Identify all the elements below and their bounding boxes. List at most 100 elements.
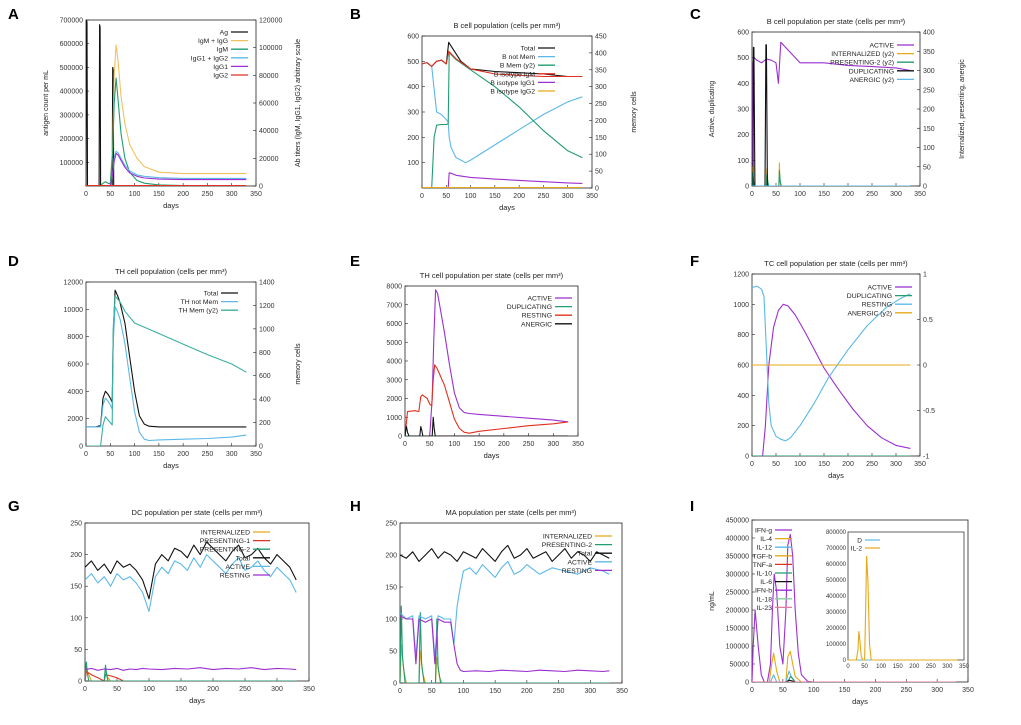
y2-tick-label: 50 [923,164,931,171]
legend-label: IL-12 [757,545,773,552]
x-tick-label: 350 [572,441,584,448]
y2-tick-label: 450 [595,34,607,41]
y2-tick-label: 120000 [259,18,282,25]
inset-x-tick-label: 0 [846,664,850,670]
series-group [405,289,569,436]
y2-tick-label: 800 [259,350,271,357]
x-axis-label: days [163,461,179,470]
panel-letter-h: H [350,498,361,515]
inset-y-tick-label: 500000 [826,578,847,584]
x-tick-label: 150 [153,191,165,198]
legend-label: TNF-a [753,562,772,569]
x-tick-label: 200 [498,441,510,448]
series-group [752,285,911,456]
series-line-presenting-2 [400,605,610,683]
x-axis-label: days [499,203,515,212]
series-line-resting [400,615,610,673]
series-line-il-12 [752,670,956,682]
legend-label: ANERGIC (y2) [849,77,894,84]
series-line-active [752,303,911,456]
y-tick-label: 0 [398,434,402,441]
y2-tick-label: 200 [259,420,271,427]
x-tick-label: 250 [900,687,912,694]
legend-label: IL-6 [760,579,772,586]
legend-label: PRESENTING-2 [542,542,592,549]
y-tick-label: 400 [737,393,749,400]
x-tick-label: 100 [143,686,155,693]
legend-label: Ag [220,30,229,37]
x-tick-label: 300 [547,441,559,448]
series-line-resting [752,285,911,442]
y-tick-label: 3000 [386,377,402,384]
x-tick-label: 200 [521,688,533,695]
y-tick-label: 0 [745,680,749,687]
panel-letter-d: D [8,253,19,270]
panel-i: I0 50 100 150 200 250 300 350050000100000150000… [690,498,974,706]
x-tick-label: 0 [750,687,754,694]
x-tick-label: 100 [808,687,820,694]
y-tick-label: 200 [407,135,419,142]
y2-axis-label: Ab titers (IgM, IgG1, IgG2) arbitrary sc… [295,39,302,167]
inset-x-tick-label: 100 [876,664,887,670]
y2-tick-label: 0.5 [923,317,933,324]
legend-label: Total [521,46,536,53]
y-tick-label: 350000 [726,554,749,561]
y-tick-label: 300 [407,110,419,117]
y2-tick-label: 200 [923,107,935,114]
y2-tick-label: -0.5 [923,408,935,415]
legend-label: IL-23 [757,605,773,612]
legend-label: DUPLICATING [849,68,894,75]
y-tick-label: 450000 [726,518,749,525]
y-tick-label: 50 [389,649,397,656]
y-tick-label: 0 [393,681,397,688]
y-tick-label: 400 [737,81,749,88]
series-line-internalized-y2 [752,162,911,186]
y2-tick-label: 300 [595,84,607,91]
series-line-anergic [405,416,569,436]
y2-tick-label: 600 [259,373,271,380]
x-tick-label: 300 [931,687,943,694]
y-tick-label: 600 [737,30,749,37]
inset-y-tick-label: 200000 [826,626,847,632]
x-tick-label: 0 [83,686,87,693]
series-group [85,541,297,681]
y-tick-label: 0 [79,444,83,451]
x-tick-label: 250 [553,688,565,695]
x-tick-label: 150 [489,688,501,695]
y-tick-label: 6000 [67,362,83,369]
legend-label: TH Mem (y2) [178,308,218,315]
y-tick-label: 1200 [733,272,749,279]
panel-letter-a: A [8,6,19,23]
y-tick-label: 100 [407,160,419,167]
legend-label: INTERNALIZED [543,534,592,541]
chart-title: TH cell population per state (cells per … [420,271,564,280]
legend-label: B isotype IgG2 [490,89,535,96]
legend-label: ACTIVE [867,285,892,292]
series-group [752,41,911,186]
x-tick-label: 200 [207,686,219,693]
y2-tick-label: 0 [259,184,263,191]
y2-tick-label: 1400 [259,280,275,287]
x-tick-label: 350 [303,686,315,693]
x-tick-label: 0 [750,461,754,468]
x-tick-label: 300 [562,193,574,200]
x-tick-label: 350 [616,688,628,695]
y-tick-label: 5000 [386,340,402,347]
y-tick-label: 250000 [726,590,749,597]
chart-title: B cell population (cells per mm³) [453,21,561,30]
x-tick-label: 300 [890,461,902,468]
panel-d: D TH cell population (cells per mm³) 0 50 10… [8,253,302,470]
y-tick-label: 500000 [60,65,83,72]
series-line-ifn-g [752,533,956,682]
y-tick-label: 600000 [60,41,83,48]
y-tick-label: 100000 [60,160,83,167]
y-tick-label: 0 [745,454,749,461]
y2-axis-label: memory cells [295,343,302,385]
legend-label: B Mem (y2) [500,63,535,70]
legend-label: B isotype IgG1 [490,80,535,87]
x-tick-label: 250 [202,451,214,458]
y2-tick-label: 1200 [259,303,275,310]
y-tick-label: 100 [737,158,749,165]
chart-title: TH cell population (cells per mm³) [115,267,228,276]
y-tick-label: 300000 [60,112,83,119]
